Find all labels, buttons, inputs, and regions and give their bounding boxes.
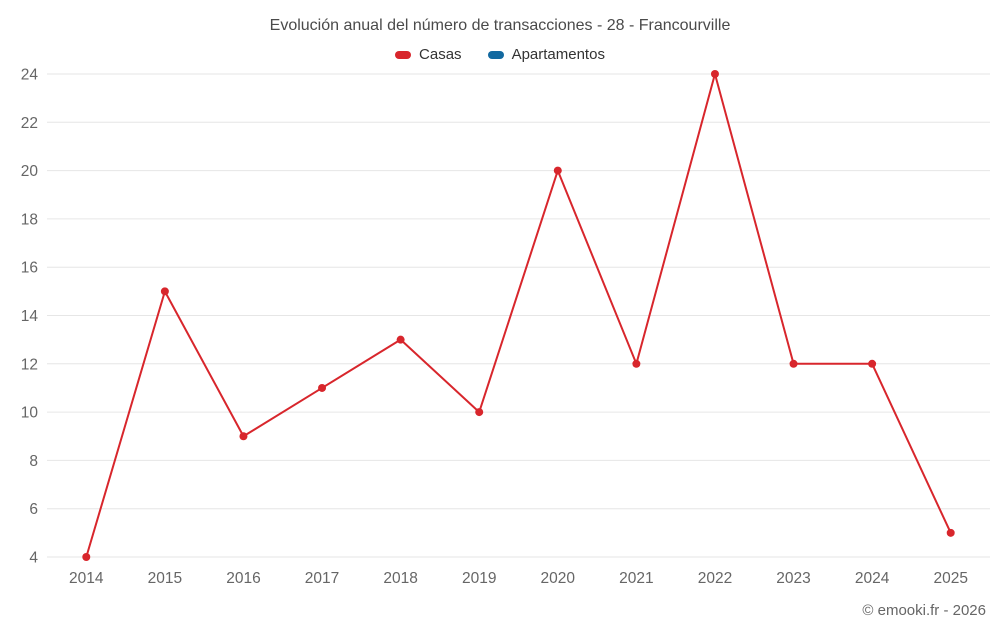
data-point-casas[interactable] xyxy=(553,166,562,175)
data-point-casas[interactable] xyxy=(710,70,719,78)
data-point-casas[interactable] xyxy=(160,287,169,296)
series-line-casas xyxy=(85,73,952,558)
data-point-casas[interactable] xyxy=(396,335,405,344)
x-tick-label: 2023 xyxy=(776,570,810,587)
legend-item-apartamentos[interactable]: Apartamentos xyxy=(487,46,605,63)
y-tick-label: 24 xyxy=(21,67,39,84)
x-tick-label: 2022 xyxy=(698,570,732,587)
y-tick-label: 6 xyxy=(29,501,38,518)
data-point-casas[interactable] xyxy=(239,432,248,441)
y-tick-label: 18 xyxy=(21,211,38,228)
legend-item-casas[interactable]: Casas xyxy=(395,46,462,63)
legend-marker xyxy=(487,50,504,59)
x-tick-label: 2025 xyxy=(933,570,967,587)
y-tick-label: 20 xyxy=(21,163,39,180)
data-point-casas[interactable] xyxy=(318,383,327,392)
x-tick-label: 2016 xyxy=(226,570,260,587)
data-point-casas[interactable] xyxy=(789,359,798,368)
y-tick-label: 16 xyxy=(21,260,38,277)
y-tick-label: 22 xyxy=(21,115,38,132)
data-point-casas[interactable] xyxy=(632,359,641,368)
y-tick-label: 10 xyxy=(21,405,39,422)
x-tick-label: 2017 xyxy=(305,570,339,587)
legend: Casas Apartamentos xyxy=(0,46,1000,63)
y-tick-label: 8 xyxy=(29,453,38,470)
data-point-casas[interactable] xyxy=(868,359,877,368)
x-tick-label: 2018 xyxy=(383,570,417,587)
x-tick-label: 2021 xyxy=(619,570,653,587)
data-point-casas[interactable] xyxy=(475,408,484,417)
x-tick-label: 2015 xyxy=(148,570,182,587)
y-tick-label: 12 xyxy=(21,356,38,373)
x-tick-label: 2019 xyxy=(462,570,496,587)
x-tick-label: 2024 xyxy=(855,570,890,587)
chart-title: Evolución anual del número de transaccio… xyxy=(269,17,731,34)
data-point-casas[interactable] xyxy=(946,528,955,537)
credits: © emooki.fr - 2026 xyxy=(862,602,986,619)
y-tick-label: 14 xyxy=(21,308,39,325)
x-tick-label: 2020 xyxy=(541,570,576,587)
data-point-casas[interactable] xyxy=(82,553,91,561)
x-tick-label: 2014 xyxy=(69,570,104,587)
legend-label: Casas xyxy=(419,46,462,63)
y-tick-label: 4 xyxy=(29,550,38,567)
legend-label: Apartamentos xyxy=(511,46,605,63)
legend-marker xyxy=(395,50,412,59)
